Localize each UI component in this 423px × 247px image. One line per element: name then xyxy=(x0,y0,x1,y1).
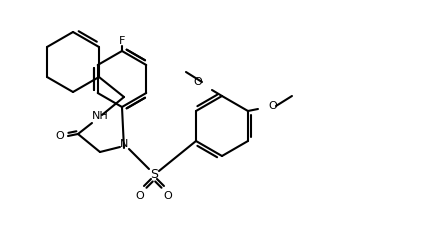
Text: O: O xyxy=(164,191,172,201)
Text: S: S xyxy=(150,167,158,181)
Text: NH: NH xyxy=(92,111,108,121)
Text: O: O xyxy=(268,101,277,111)
Text: N: N xyxy=(120,139,128,149)
Text: O: O xyxy=(136,191,144,201)
Text: O: O xyxy=(193,77,202,87)
Text: F: F xyxy=(119,36,125,46)
Text: O: O xyxy=(55,131,64,141)
